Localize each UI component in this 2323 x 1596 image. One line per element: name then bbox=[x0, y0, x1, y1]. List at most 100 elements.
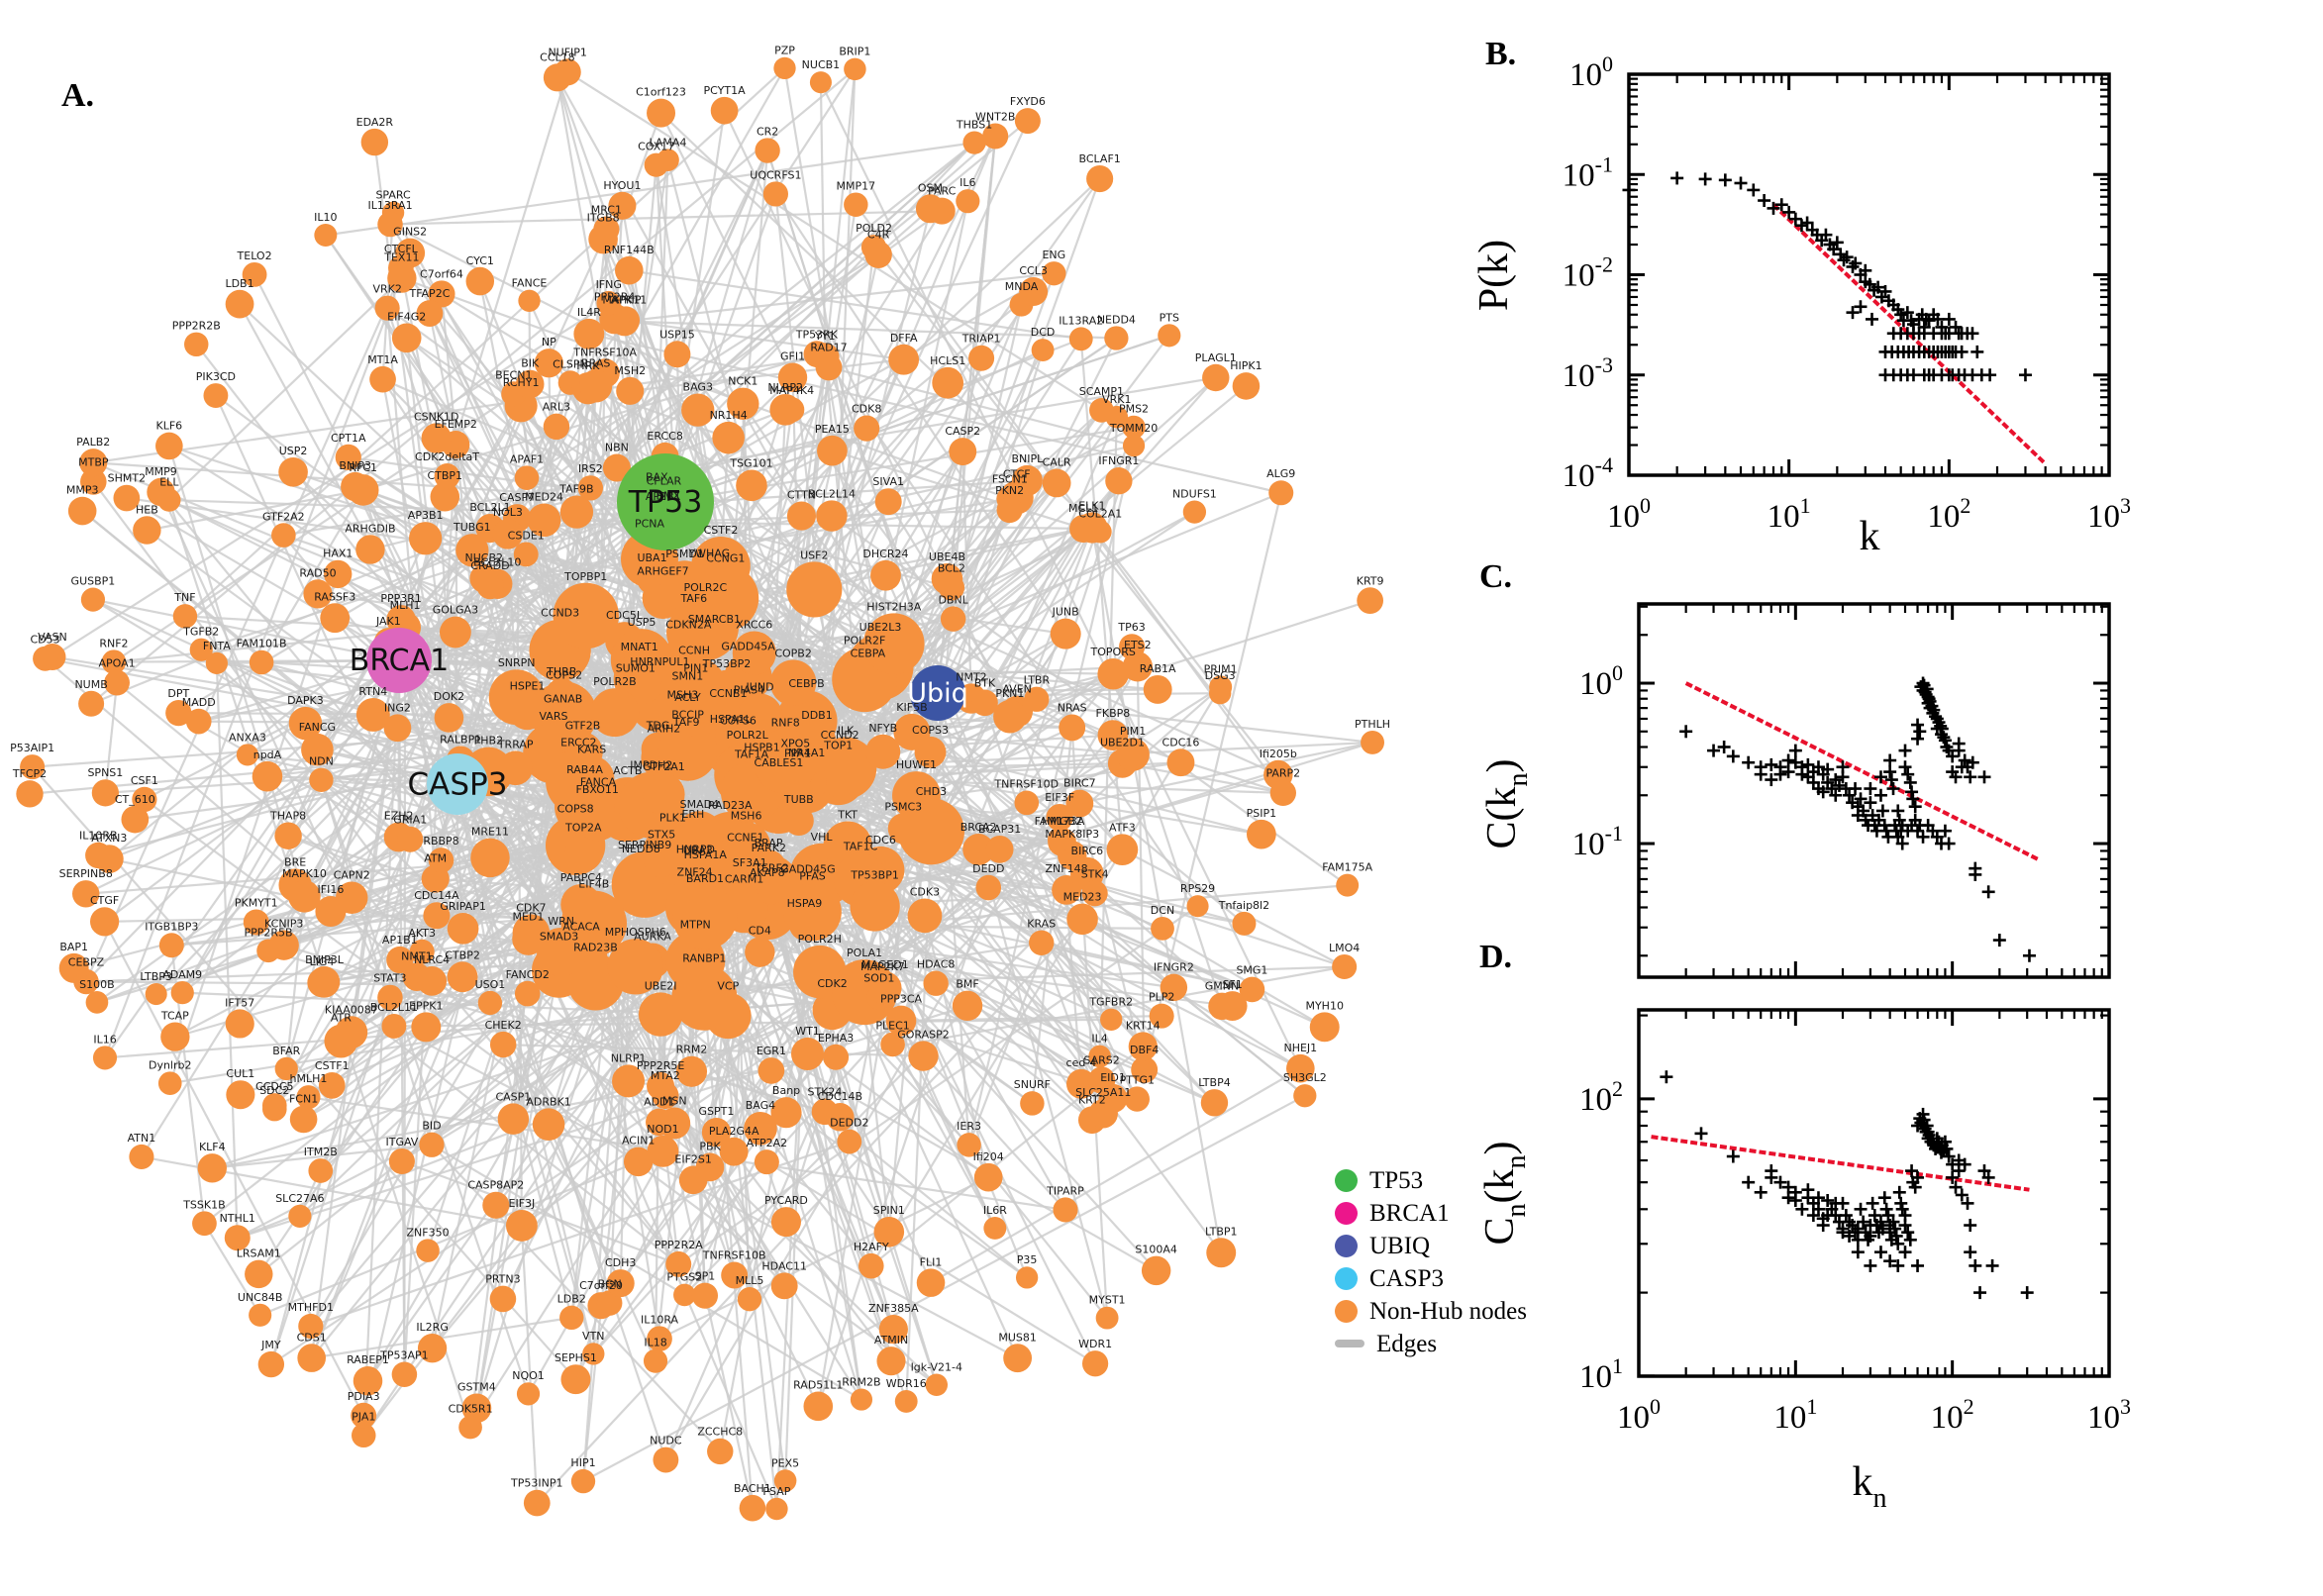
gene-node[interactable] bbox=[335, 444, 361, 470]
gene-node[interactable] bbox=[570, 1468, 596, 1494]
gene-node[interactable] bbox=[514, 980, 541, 1007]
gene-node[interactable] bbox=[274, 1056, 298, 1081]
gene-node[interactable] bbox=[758, 1057, 785, 1084]
hub-node-brca1[interactable] bbox=[366, 628, 432, 693]
gene-node[interactable] bbox=[573, 318, 605, 349]
gene-node[interactable] bbox=[590, 688, 640, 738]
gene-node[interactable] bbox=[430, 482, 460, 512]
gene-node[interactable] bbox=[101, 649, 127, 674]
gene-node[interactable] bbox=[1087, 1066, 1116, 1094]
gene-node[interactable] bbox=[643, 773, 685, 816]
gene-node[interactable] bbox=[470, 838, 510, 878]
gene-node[interactable] bbox=[1089, 398, 1114, 423]
gene-node[interactable] bbox=[546, 748, 612, 815]
gene-node[interactable] bbox=[1068, 327, 1093, 351]
gene-node[interactable] bbox=[816, 500, 848, 532]
gene-node[interactable] bbox=[434, 463, 460, 489]
gene-node[interactable] bbox=[844, 192, 868, 217]
gene-node[interactable] bbox=[755, 138, 780, 163]
gene-node[interactable] bbox=[236, 744, 259, 766]
gene-node[interactable] bbox=[249, 649, 274, 675]
gene-node[interactable] bbox=[1024, 686, 1050, 712]
gene-node[interactable] bbox=[262, 1096, 287, 1122]
gene-node[interactable] bbox=[975, 874, 1002, 901]
gene-node[interactable] bbox=[559, 495, 594, 529]
gene-node[interactable] bbox=[288, 880, 321, 913]
gene-node[interactable] bbox=[1050, 618, 1081, 649]
gene-node[interactable] bbox=[1128, 1032, 1158, 1061]
gene-node[interactable] bbox=[916, 1268, 946, 1297]
gene-node[interactable] bbox=[582, 1343, 605, 1365]
gene-node[interactable] bbox=[982, 123, 1009, 150]
gene-node[interactable] bbox=[647, 98, 676, 128]
gene-node[interactable] bbox=[564, 834, 603, 872]
gene-node[interactable] bbox=[773, 56, 796, 80]
gene-node[interactable] bbox=[1124, 1086, 1150, 1112]
gene-node[interactable] bbox=[956, 189, 980, 214]
gene-node[interactable] bbox=[732, 631, 776, 675]
gene-node[interactable] bbox=[868, 971, 902, 1005]
gene-node[interactable] bbox=[447, 913, 479, 945]
gene-node[interactable] bbox=[205, 651, 228, 675]
gene-node[interactable] bbox=[416, 300, 444, 327]
gene-node[interactable] bbox=[985, 835, 1014, 863]
gene-node[interactable] bbox=[489, 1031, 517, 1058]
gene-node[interactable] bbox=[681, 393, 715, 427]
gene-node[interactable] bbox=[1029, 930, 1055, 955]
gene-node[interactable] bbox=[145, 983, 167, 1006]
gene-node[interactable] bbox=[769, 659, 817, 706]
gene-node[interactable] bbox=[417, 1334, 448, 1363]
gene-node[interactable] bbox=[876, 1347, 906, 1376]
gene-node[interactable] bbox=[387, 263, 417, 293]
gene-node[interactable] bbox=[932, 366, 964, 399]
gene-node[interactable] bbox=[1065, 1068, 1096, 1099]
gene-node[interactable] bbox=[1131, 1056, 1159, 1083]
gene-node[interactable] bbox=[147, 477, 175, 507]
gene-node[interactable] bbox=[243, 909, 269, 936]
gene-node[interactable] bbox=[638, 992, 683, 1037]
gene-node[interactable] bbox=[1160, 973, 1188, 1002]
gene-node[interactable] bbox=[1209, 675, 1233, 699]
gene-node[interactable] bbox=[1081, 880, 1108, 907]
gene-node[interactable] bbox=[615, 255, 644, 285]
gene-node[interactable] bbox=[513, 542, 539, 567]
gene-node[interactable] bbox=[249, 1303, 272, 1327]
gene-node[interactable] bbox=[554, 58, 581, 86]
gene-node[interactable] bbox=[739, 1494, 766, 1522]
gene-node[interactable] bbox=[719, 1137, 749, 1166]
gene-node[interactable] bbox=[1239, 976, 1265, 1003]
gene-node[interactable] bbox=[770, 1207, 801, 1238]
gene-node[interactable] bbox=[351, 1423, 376, 1448]
gene-node[interactable] bbox=[1151, 916, 1174, 941]
gene-node[interactable] bbox=[374, 295, 400, 321]
gene-node[interactable] bbox=[678, 1165, 708, 1195]
gene-node[interactable] bbox=[296, 1085, 321, 1110]
gene-node[interactable] bbox=[104, 669, 130, 696]
gene-node[interactable] bbox=[132, 786, 157, 813]
gene-node[interactable] bbox=[185, 708, 212, 735]
gene-node[interactable] bbox=[874, 488, 902, 516]
gene-node[interactable] bbox=[1088, 520, 1112, 544]
gene-node[interactable] bbox=[58, 952, 89, 983]
gene-node[interactable] bbox=[1182, 500, 1207, 524]
gene-node[interactable] bbox=[596, 1290, 623, 1316]
gene-node[interactable] bbox=[606, 1269, 635, 1298]
gene-node[interactable] bbox=[647, 1135, 679, 1167]
gene-node[interactable] bbox=[770, 1097, 802, 1129]
gene-node[interactable] bbox=[1158, 324, 1181, 348]
gene-node[interactable] bbox=[377, 984, 403, 1011]
gene-node[interactable] bbox=[1106, 834, 1139, 866]
gene-node[interactable] bbox=[996, 496, 1023, 524]
gene-node[interactable] bbox=[701, 1118, 732, 1147]
gene-node[interactable] bbox=[197, 1153, 227, 1183]
gene-node[interactable] bbox=[523, 1489, 551, 1517]
gene-node[interactable] bbox=[769, 393, 802, 426]
gene-node[interactable] bbox=[274, 822, 302, 849]
gene-node[interactable] bbox=[577, 475, 604, 501]
gene-node[interactable] bbox=[1217, 991, 1248, 1022]
gene-node[interactable] bbox=[885, 1005, 917, 1037]
gene-node[interactable] bbox=[537, 928, 586, 977]
gene-node[interactable] bbox=[383, 714, 412, 743]
gene-node[interactable] bbox=[915, 194, 945, 224]
gene-node[interactable] bbox=[543, 413, 570, 441]
